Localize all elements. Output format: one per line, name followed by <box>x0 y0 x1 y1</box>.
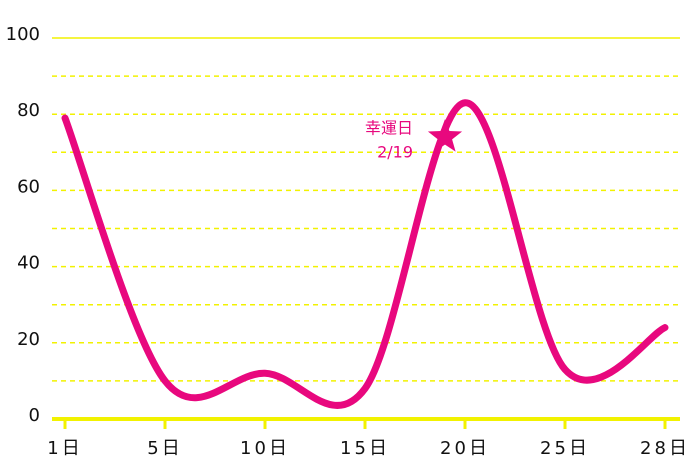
y-tick-label: 20 <box>17 329 40 350</box>
annotation-text: 幸運日 <box>365 119 413 138</box>
x-tick-label: 15日 <box>340 438 390 459</box>
y-tick-label: 40 <box>17 253 40 274</box>
y-tick-label: 60 <box>17 176 40 197</box>
y-tick-label: 0 <box>29 405 40 426</box>
x-tick-label: 25日 <box>540 438 590 459</box>
x-tick-label: 20日 <box>440 438 490 459</box>
x-tick-label: 10日 <box>240 438 290 459</box>
lucky-star <box>427 119 463 152</box>
line <box>61 99 669 409</box>
x-tick-label: 1日 <box>47 438 82 459</box>
x-tick-label: 5日 <box>147 438 182 459</box>
y-tick-label: 80 <box>17 100 40 121</box>
annotation-text: 2/19 <box>377 143 413 162</box>
y-tick-label: 100 <box>6 24 40 45</box>
x-tick-label: 28日 <box>640 438 690 459</box>
